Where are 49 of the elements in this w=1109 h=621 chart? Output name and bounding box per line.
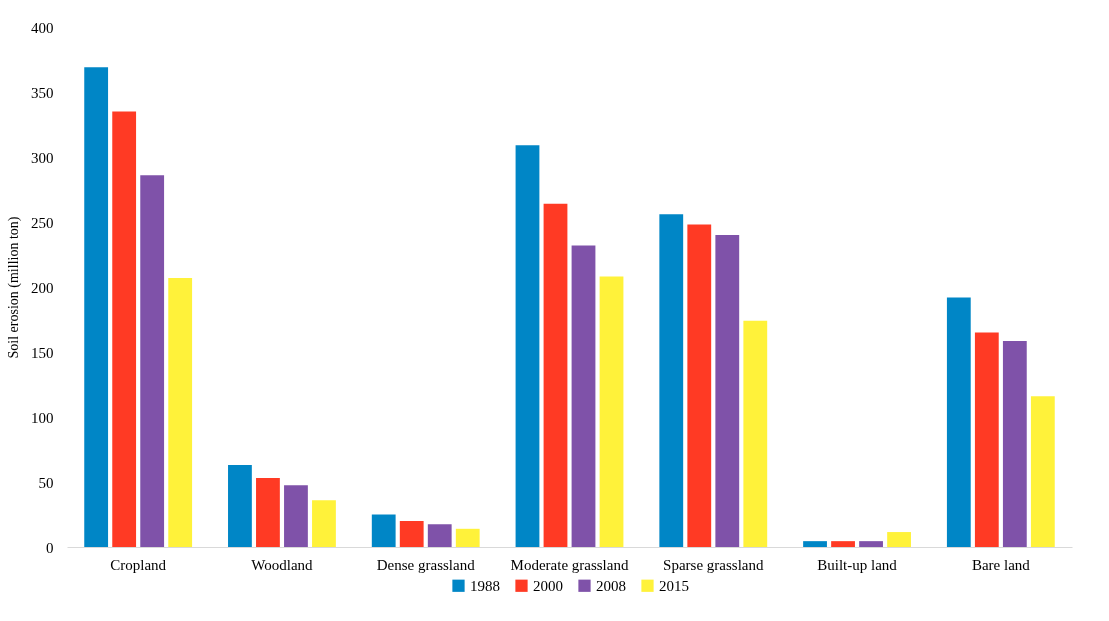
bar: [112, 111, 137, 547]
y-tick-label: 100: [31, 409, 54, 426]
bar: [84, 67, 109, 547]
legend-label: 2000: [533, 577, 563, 594]
x-tick-label: Woodland: [251, 556, 314, 573]
bar: [284, 485, 308, 547]
bar: [427, 524, 452, 547]
bar: [887, 532, 911, 547]
legend-label: 2008: [596, 577, 626, 594]
y-tick-label: 200: [31, 279, 54, 296]
y-tick-label: 150: [31, 344, 54, 361]
bar: [859, 541, 883, 547]
x-tick-label: Built-up land: [817, 556, 898, 573]
bar: [803, 541, 827, 547]
bar: [946, 297, 971, 547]
bar: [743, 320, 768, 547]
legend-label: 2015: [659, 577, 689, 594]
bar: [371, 514, 396, 547]
x-tick-label: Bare land: [971, 556, 1031, 573]
bar: [399, 521, 424, 547]
bar: [1002, 340, 1027, 547]
y-tick-label: 400: [31, 19, 54, 36]
y-axis-title: Soil erosion (million ton): [6, 216, 22, 359]
bar: [256, 478, 280, 547]
bar: [599, 276, 624, 547]
y-tick-label: 250: [31, 214, 54, 231]
bar: [974, 332, 999, 547]
y-tick-label: 0: [46, 539, 54, 556]
bar: [515, 145, 540, 547]
bar: [715, 235, 740, 547]
x-tick-label: Dense grassland: [376, 556, 476, 573]
bar: [543, 203, 568, 547]
bar: [455, 528, 480, 547]
bar: [168, 277, 193, 547]
x-tick-label: Moderate grassland: [510, 556, 629, 573]
bar: [312, 500, 336, 547]
bar: [687, 224, 712, 547]
y-tick-label: 300: [31, 149, 54, 166]
bar: [659, 214, 684, 547]
y-tick-label: 50: [38, 474, 54, 491]
bar: [228, 465, 252, 547]
x-tick-label: Cropland: [110, 556, 167, 573]
bar: [140, 175, 165, 547]
bar: [571, 245, 596, 547]
legend-label: 1988: [470, 577, 500, 594]
bar: [1030, 396, 1055, 547]
y-tick-label: 350: [31, 84, 54, 101]
bar: [831, 541, 855, 547]
x-tick-label: Sparse grassland: [663, 556, 764, 573]
